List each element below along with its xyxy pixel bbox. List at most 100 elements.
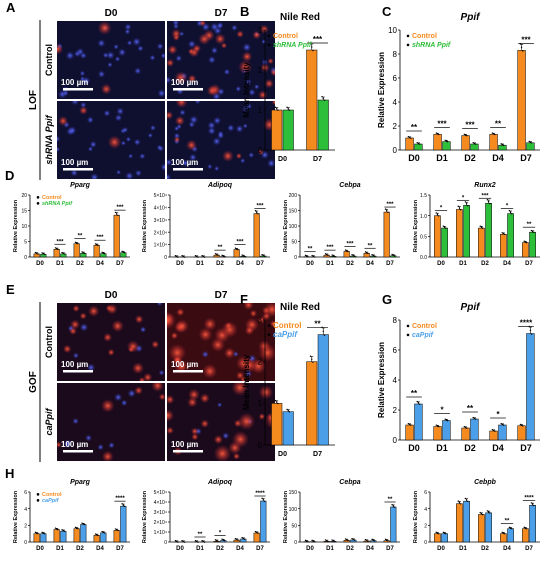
scale-bar bbox=[173, 370, 203, 373]
significance-label: *** bbox=[236, 240, 244, 246]
data-point bbox=[256, 531, 258, 534]
data-point bbox=[256, 211, 258, 213]
data-point bbox=[37, 253, 39, 255]
bar-Control-D7 bbox=[383, 211, 390, 258]
chart-title: Nile Red bbox=[280, 302, 320, 313]
panel-letter: D bbox=[5, 168, 14, 183]
data-point bbox=[531, 230, 534, 233]
data-point bbox=[331, 539, 333, 541]
bar-shRNA-Ppif-D7 bbox=[260, 255, 267, 258]
data-point bbox=[312, 49, 314, 52]
legend-marker bbox=[267, 34, 271, 38]
y-tick-label: 5×10⁴ bbox=[154, 490, 167, 496]
bar-caPpif-D7 bbox=[260, 500, 267, 543]
y-tick-label: 4 bbox=[424, 507, 427, 513]
scale-bar-label: 100 µm bbox=[61, 78, 88, 87]
data-point bbox=[511, 213, 513, 215]
data-point bbox=[500, 422, 502, 425]
micrograph-D0-0: 100 µm bbox=[57, 21, 165, 99]
y-tick-label: 8 bbox=[393, 50, 398, 59]
micrograph-D7-0: 100 µm bbox=[167, 21, 275, 99]
data-point bbox=[418, 403, 421, 405]
x-tick-label: D1 bbox=[56, 546, 64, 552]
bar-Control-D7 bbox=[383, 540, 390, 543]
data-point bbox=[222, 539, 224, 541]
y-axis-label: Relative Expression bbox=[283, 199, 289, 252]
data-point bbox=[242, 255, 244, 257]
y-tick-label: 6 bbox=[424, 490, 427, 496]
y-tick-label: 2 bbox=[24, 523, 27, 529]
scale-bar bbox=[63, 88, 93, 91]
data-point bbox=[57, 248, 59, 251]
data-point bbox=[176, 540, 178, 543]
data-point bbox=[436, 213, 439, 216]
data-point bbox=[346, 250, 348, 252]
chart-title: Pparg bbox=[70, 479, 91, 486]
bar-Control-D0 bbox=[405, 424, 414, 441]
data-point bbox=[436, 532, 439, 534]
data-point bbox=[42, 252, 44, 255]
data-point bbox=[489, 202, 491, 205]
x-tick-label: D4 bbox=[503, 261, 511, 267]
data-point bbox=[114, 211, 117, 214]
data-point bbox=[351, 537, 353, 540]
data-point bbox=[241, 536, 243, 539]
data-point bbox=[384, 208, 387, 210]
column-label-D7: D7 bbox=[215, 8, 228, 19]
data-point bbox=[503, 533, 506, 535]
bar-caPpif-D1 bbox=[442, 420, 451, 441]
data-point bbox=[201, 254, 203, 257]
data-point bbox=[76, 527, 78, 529]
y-tick-label: 0.0 bbox=[420, 255, 427, 261]
micrograph-background bbox=[57, 303, 165, 381]
data-point bbox=[221, 538, 223, 540]
data-point bbox=[473, 142, 476, 145]
data-point bbox=[386, 210, 388, 212]
data-point bbox=[344, 538, 347, 540]
data-point bbox=[347, 250, 349, 253]
data-point bbox=[304, 539, 307, 542]
bar-Control-D2 bbox=[478, 514, 485, 543]
x-tick-label: D2 bbox=[481, 261, 489, 267]
data-point bbox=[501, 143, 504, 146]
data-point bbox=[435, 212, 437, 214]
bar-Control-D7 bbox=[253, 213, 260, 258]
data-point bbox=[312, 540, 314, 542]
data-point bbox=[520, 46, 523, 49]
chart-title: Runx2 bbox=[474, 182, 496, 189]
data-point bbox=[446, 419, 449, 422]
data-point bbox=[457, 500, 459, 502]
legend-marker bbox=[36, 196, 40, 199]
data-point bbox=[408, 423, 411, 426]
data-point bbox=[34, 531, 37, 534]
data-point bbox=[500, 143, 502, 145]
data-point bbox=[274, 399, 277, 402]
x-tick-label: D1 bbox=[326, 261, 334, 267]
data-point bbox=[286, 408, 288, 411]
data-point bbox=[194, 539, 197, 542]
data-point bbox=[242, 537, 244, 540]
y-tick-label: 8 bbox=[393, 316, 398, 325]
data-point bbox=[524, 241, 527, 243]
data-point bbox=[182, 255, 184, 258]
row-label: caPpif bbox=[44, 407, 54, 435]
y-tick-label: 4×10⁴ bbox=[154, 206, 167, 212]
bar-caPpif-D4 bbox=[507, 528, 514, 543]
data-point bbox=[474, 143, 477, 145]
y-tick-label: 4×10⁴ bbox=[154, 500, 167, 506]
bar-Control-D2 bbox=[73, 528, 80, 543]
data-point bbox=[309, 355, 312, 357]
data-point bbox=[525, 528, 528, 530]
data-point bbox=[332, 255, 334, 257]
significance-label: *** bbox=[521, 35, 531, 44]
significance-label: *** bbox=[256, 204, 264, 210]
significance-label: *** bbox=[326, 245, 334, 251]
data-point bbox=[387, 211, 389, 214]
cells bbox=[57, 383, 165, 461]
data-point bbox=[177, 541, 179, 543]
data-point bbox=[459, 503, 462, 505]
significance-label: * bbox=[219, 531, 222, 537]
